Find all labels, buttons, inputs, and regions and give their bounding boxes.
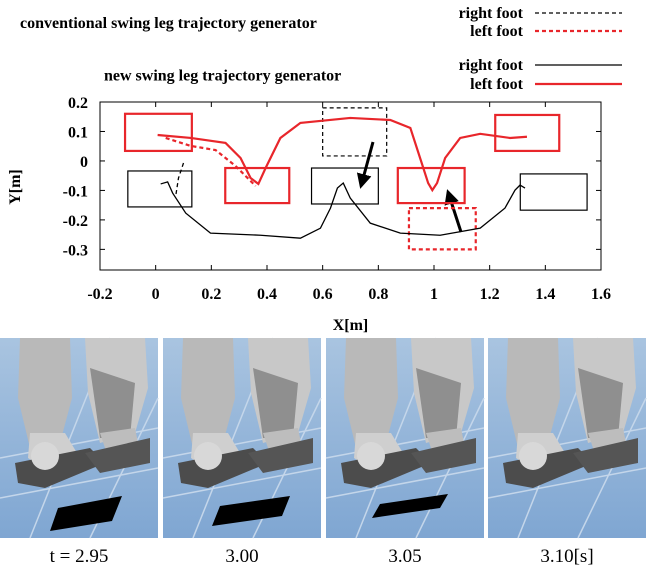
x-tick-label: 1.4 xyxy=(535,286,555,303)
x-tick-label: 0.8 xyxy=(368,286,388,303)
footstep xyxy=(128,171,192,207)
y-tick-label: -0.2 xyxy=(63,213,88,230)
x-tick-label: -0.2 xyxy=(87,286,112,303)
y-axis-label: Y[m] xyxy=(7,169,24,205)
arrow xyxy=(361,142,373,186)
trajectory xyxy=(161,182,525,238)
y-tick-label: -0.1 xyxy=(63,183,88,200)
chart: X[m] Y[m] -0.2 0 0.2 0.4 0.6 0.8 1 1.2 1.4 1.6 0.2… xyxy=(0,0,649,336)
footstep xyxy=(520,174,587,210)
x-tick-label: 0.2 xyxy=(201,286,221,303)
page: {"chart_data": {"type": "line", "xlabel"… xyxy=(0,0,649,578)
footstep xyxy=(409,208,476,249)
trajectory xyxy=(158,118,527,190)
legend-label: left foot xyxy=(470,76,524,93)
x-tick-label: 1 xyxy=(430,286,438,303)
legend-group-title: conventional swing leg trajectory genera… xyxy=(20,15,317,32)
frame-caption: 3.05 xyxy=(388,546,421,567)
legend-label: right foot xyxy=(459,5,524,22)
footstep xyxy=(398,168,465,203)
y-tick-label: -0.3 xyxy=(63,242,88,259)
legend-label: left foot xyxy=(470,23,524,40)
footstep xyxy=(125,114,192,151)
footstep xyxy=(225,168,289,203)
plot-frame xyxy=(100,102,601,270)
y-tick-label: 0.2 xyxy=(68,95,88,112)
x-tick-label: 0.6 xyxy=(313,286,333,303)
legend-group-title: new swing leg trajectory generator xyxy=(104,68,341,85)
frame-caption: t = 2.95 xyxy=(50,546,109,567)
legend-label: right foot xyxy=(459,57,524,74)
y-tick-label: 0.1 xyxy=(68,124,88,141)
x-tick-label: 1.6 xyxy=(591,286,611,303)
frame-caption: 3.10[s] xyxy=(540,546,593,567)
x-axis-label: X[m] xyxy=(333,317,369,334)
x-tick-label: 0 xyxy=(152,286,160,303)
footstep xyxy=(495,115,559,151)
x-tick-label: 1.2 xyxy=(480,286,500,303)
footstep xyxy=(323,108,387,156)
y-tick-label: 0 xyxy=(80,154,88,171)
snapshots: t = 2.95 3.00 3.05 3.10[s] xyxy=(0,336,649,578)
trajectory xyxy=(176,163,184,196)
x-tick-label: 0.4 xyxy=(257,286,277,303)
arrow xyxy=(448,192,461,232)
frame-caption: 3.00 xyxy=(225,546,258,567)
